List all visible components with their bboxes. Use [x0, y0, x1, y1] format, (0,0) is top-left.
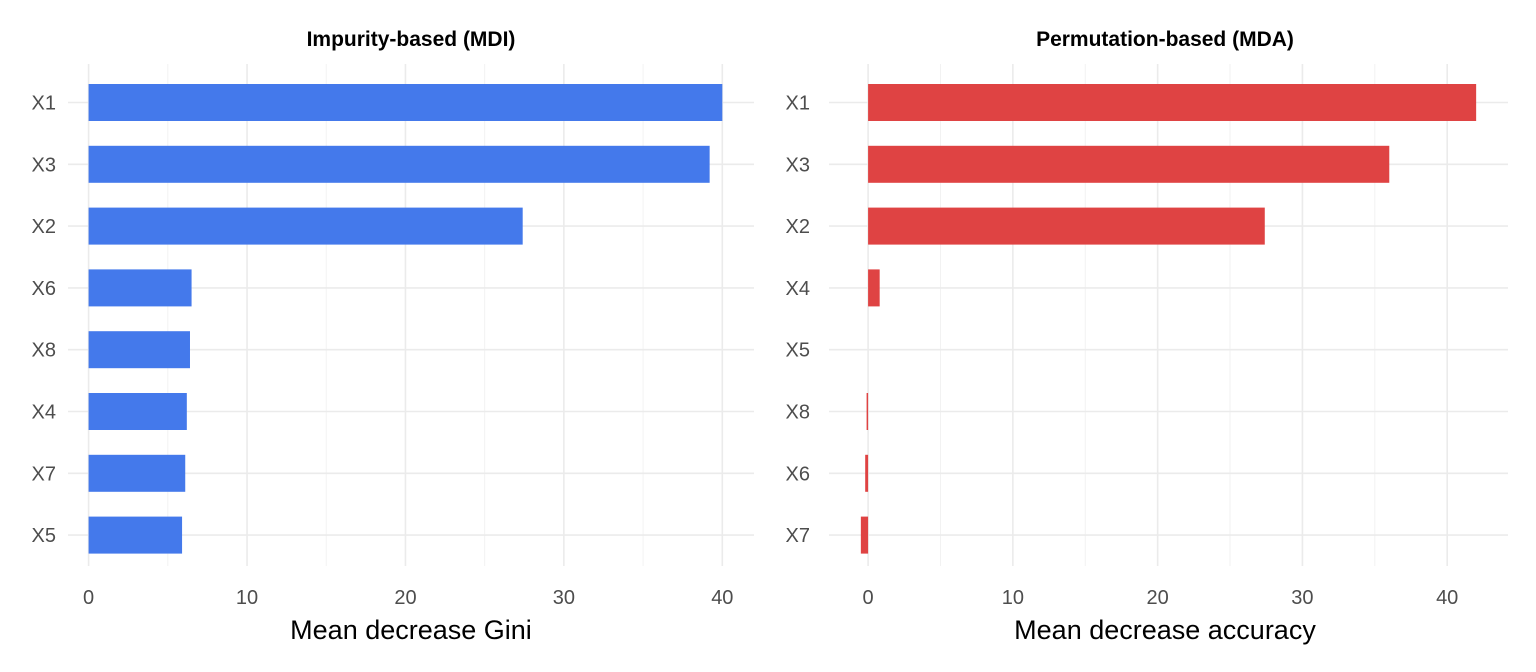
mdi-bar-x7	[88, 454, 186, 492]
mda-ytick-label: X5	[786, 340, 810, 362]
mda-bar-x4	[868, 269, 880, 307]
mdi-ytick-label: X1	[32, 93, 56, 115]
panel-mdi: X1 X3 X2 X6 X8 X4 X7 X5 0 10 20 30 40 Impurity-based …	[32, 28, 754, 645]
mda-ytick-label: X6	[786, 463, 810, 485]
mdi-ytick-label: X4	[32, 402, 56, 424]
mdi-xlabel: Mean decrease Gini	[290, 615, 532, 645]
mda-ytick-label: X3	[786, 154, 810, 176]
mdi-ytick-label: X3	[32, 154, 56, 176]
mdi-bar-x1	[88, 84, 723, 121]
mdi-bar-x4	[88, 393, 187, 430]
mda-xtick-label: 20	[1147, 587, 1169, 609]
mda-ytick-label: X4	[786, 278, 810, 300]
mda-bar-x1	[868, 84, 1477, 121]
mda-title: Permutation-based (MDA)	[1036, 28, 1294, 51]
mdi-bar-x3	[88, 145, 710, 183]
mdi-bar-x5	[88, 516, 183, 554]
mdi-bar-x6	[88, 269, 192, 307]
mda-bar-x8	[866, 393, 869, 430]
mdi-title: Impurity-based (MDI)	[307, 28, 516, 51]
mdi-xtick-label: 30	[553, 587, 575, 609]
mda-xtick-label: 0	[863, 587, 874, 609]
mda-xlabel: Mean decrease accuracy	[1014, 615, 1316, 645]
mdi-bar-x2	[88, 207, 523, 245]
panel-mda: X1 X3 X2 X4 X5 X8 X6 X7 0 10 20 30 40 Permutation-bas…	[786, 28, 1508, 645]
mda-xtick-label: 30	[1291, 587, 1313, 609]
mdi-ytick-label: X8	[32, 340, 56, 362]
mda-bar-x7	[860, 516, 869, 554]
mda-bar-x3	[868, 145, 1390, 183]
mdi-ytick-label: X5	[32, 525, 56, 547]
mdi-xtick-label: 40	[711, 587, 733, 609]
mdi-bar-x8	[88, 331, 190, 369]
mda-ytick-label: X7	[786, 525, 810, 547]
mda-bar-x2	[868, 207, 1265, 245]
mda-ytick-label: X8	[786, 402, 810, 424]
mda-ytick-label: X1	[786, 93, 810, 115]
mdi-ytick-label: X6	[32, 278, 56, 300]
mdi-ytick-label: X7	[32, 463, 56, 485]
mda-ytick-label: X2	[786, 216, 810, 238]
mdi-xtick-label: 20	[394, 587, 416, 609]
mdi-xtick-label: 0	[83, 587, 94, 609]
mda-xtick-label: 40	[1436, 587, 1458, 609]
mdi-ytick-label: X2	[32, 216, 56, 238]
mda-xtick-label: 10	[1002, 587, 1024, 609]
mda-bar-x6	[865, 454, 869, 492]
mdi-xtick-label: 10	[236, 587, 258, 609]
